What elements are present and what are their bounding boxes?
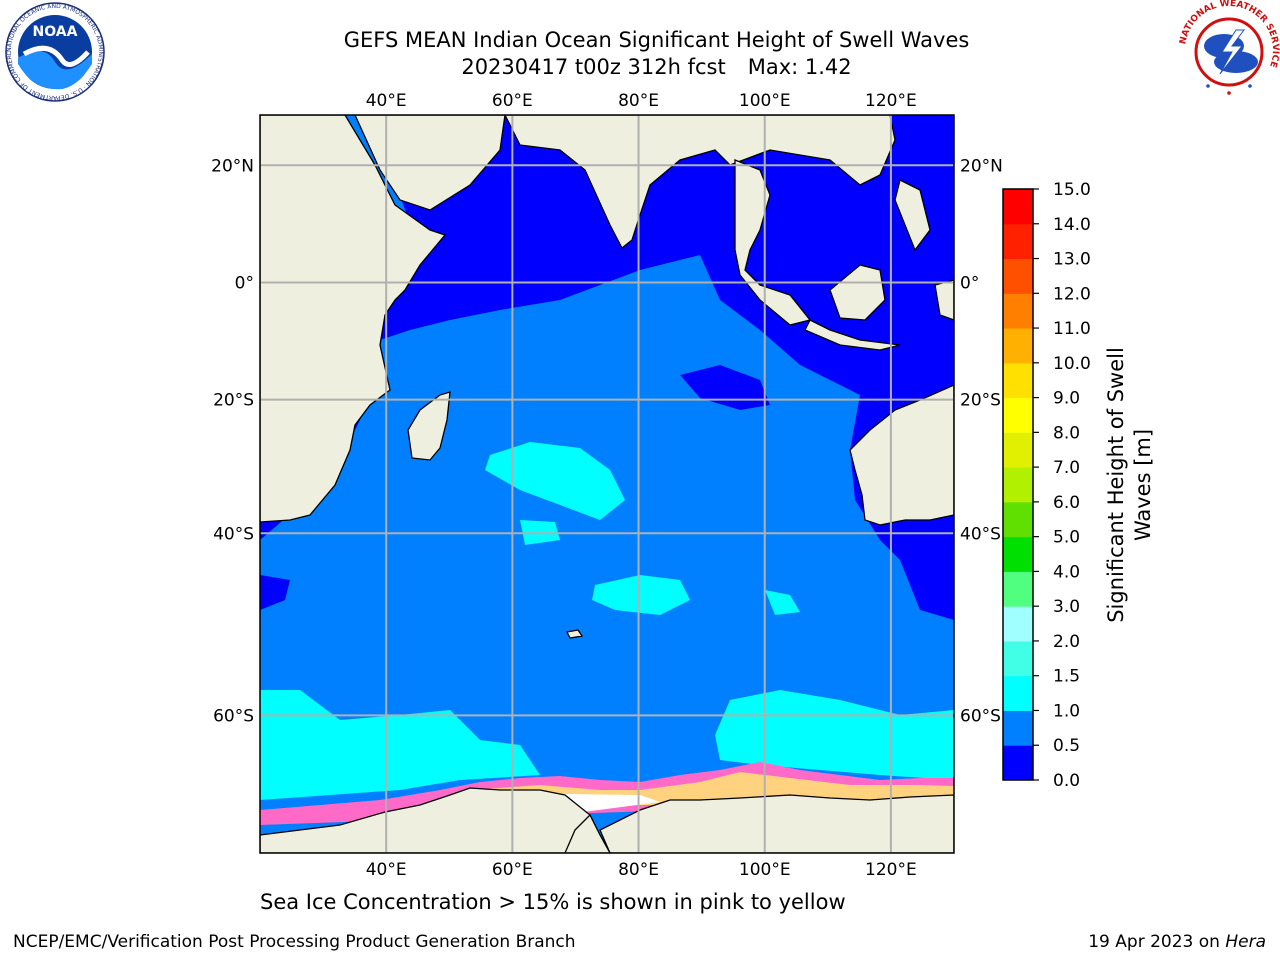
footer-date: 19 Apr 2023 on Hera — [1088, 932, 1266, 952]
colorbar-tick-label: 1.5 — [1053, 667, 1080, 687]
land-kerguelen — [566, 629, 584, 639]
colorbar-tick-label: 0.0 — [1053, 771, 1080, 791]
colorbar-tick-label: 15.0 — [1053, 180, 1091, 200]
colorbar-tick-label: 6.0 — [1053, 493, 1080, 513]
sea-ice-footnote: Sea Ice Concentration > 15% is shown in … — [260, 890, 846, 914]
land-philippines — [894, 179, 931, 252]
colorbar-segment — [1003, 293, 1033, 329]
forecast-run: 20230417 t00z 312h fcst — [461, 55, 726, 79]
colorbar-segment — [1003, 189, 1033, 225]
colorbar-tick-label: 8.0 — [1053, 423, 1080, 443]
left-lat-tick-label: 40°S — [213, 524, 254, 544]
colorbar-segment — [1003, 675, 1033, 711]
colorbar: 0.0 0.5 1.0 1.5 2.0 3.0 4.0 5.0 6.0 7.0 8.0 9.0 10.0… — [1002, 180, 1091, 791]
colorbar-tick-label: 10.0 — [1053, 354, 1091, 374]
colorbar-tick-label: 1.0 — [1053, 701, 1080, 721]
colorbar-tick-label: 5.0 — [1053, 528, 1080, 548]
colorbar-segment — [1003, 536, 1033, 572]
bottom-lon-tick-label: 80°E — [618, 860, 659, 880]
top-lon-tick-label: 40°E — [366, 91, 407, 111]
swell-low-patch-southwest — [260, 575, 290, 610]
colorbar-segment — [1003, 223, 1033, 260]
bottom-lon-tick-label: 40°E — [366, 860, 407, 880]
land-southeast-asia — [734, 159, 812, 326]
max-value: Max: 1.42 — [747, 55, 852, 79]
colorbar-tick-label: 4.0 — [1053, 562, 1080, 582]
noaa-logo-icon: NATIONAL OCEANIC AND ATMOSPHERIC ADMINIS… — [4, 2, 105, 102]
bottom-lon-tick-label: 100°E — [739, 860, 791, 880]
colorbar-tick-label: 12.0 — [1053, 284, 1091, 304]
right-lat-tick-label: 60°S — [960, 706, 1001, 726]
left-lat-tick-label: 20°S — [213, 391, 254, 411]
nws-logo-icon: NATIONAL WEATHER SERVICE — [1178, 0, 1280, 99]
right-lat-tick-label: 20°N — [960, 156, 1003, 176]
footer-machine: Hera — [1225, 932, 1266, 952]
colorbar-tick-label: 2.0 — [1053, 632, 1080, 652]
noaa-text: NOAA — [33, 24, 78, 40]
axis-tick-labels: 40°E 40°E 60°E 60°E 80°E 80°E 100°E 100°E 120°E 1… — [211, 91, 1003, 880]
colorbar-segment — [1003, 397, 1033, 433]
bottom-lon-tick-label: 60°E — [492, 860, 533, 880]
swell-mid-patch-1 — [485, 442, 625, 520]
colorbar-tick-label: 9.0 — [1053, 389, 1080, 409]
footer-date-text: 19 Apr 2023 on — [1088, 932, 1226, 952]
colorbar-segment — [1003, 467, 1033, 503]
bottom-lon-tick-label: 120°E — [865, 860, 917, 880]
right-lat-tick-label: 0° — [960, 273, 979, 293]
colorbar-tick-label: 0.5 — [1053, 736, 1080, 756]
land-madagascar — [407, 391, 451, 461]
top-lon-tick-label: 120°E — [865, 91, 917, 111]
colorbar-segment — [1003, 710, 1033, 746]
land-antarctica-amery — [564, 813, 611, 853]
left-lat-tick-label: 60°S — [213, 706, 254, 726]
chart-subtitle: 20230417 t00z 312h fcst Max: 1.42 — [200, 54, 1113, 80]
land-borneo — [829, 264, 886, 321]
top-lon-tick-label: 60°E — [492, 91, 533, 111]
colorbar-segment — [1003, 432, 1033, 468]
chart-title: GEFS MEAN Indian Ocean Significant Heigh… — [343, 28, 970, 52]
map-frame — [259, 114, 955, 854]
swell-mid-band-west — [260, 690, 540, 800]
colorbar-segment — [1003, 328, 1033, 364]
graticule — [260, 115, 954, 853]
swell-mid-band-east — [715, 690, 954, 780]
colorbar-tick-label: 11.0 — [1053, 319, 1091, 339]
land-africa — [260, 115, 447, 523]
land-australia — [849, 384, 954, 526]
colorbar-segment — [1003, 640, 1033, 677]
colorbar-segment — [1003, 501, 1033, 538]
colorbar-label-line1: Significant Height of Swell — [1104, 347, 1128, 623]
right-lat-tick-label: 40°S — [960, 524, 1001, 544]
colorbar-segment — [1003, 571, 1033, 607]
colorbar-segment — [1003, 362, 1033, 399]
land-india — [504, 115, 896, 250]
colorbar-tick-label: 14.0 — [1053, 215, 1091, 235]
colorbar-tick-label: 13.0 — [1053, 250, 1091, 270]
swell-mid-patch-3 — [592, 575, 690, 615]
right-lat-tick-label: 20°S — [960, 391, 1001, 411]
swell-mid-patch-4 — [765, 590, 800, 615]
top-lon-tick-label: 100°E — [739, 91, 791, 111]
colorbar-tick-label: 3.0 — [1053, 597, 1080, 617]
colorbar-label-line2: Waves [m] — [1131, 429, 1155, 541]
left-lat-tick-label: 20°N — [211, 156, 254, 176]
swell-low-region-north — [260, 115, 954, 540]
left-lat-tick-label: 0° — [235, 273, 254, 293]
colorbar-segment — [1003, 606, 1033, 642]
top-lon-tick-label: 80°E — [618, 91, 659, 111]
colorbar-segment — [1003, 745, 1033, 781]
land-arabia — [354, 115, 506, 211]
colorbar-tick-label: 7.0 — [1053, 458, 1080, 478]
footer-credit: NCEP/EMC/Verification Post Processing Pr… — [13, 932, 576, 952]
land-masses — [260, 115, 954, 853]
map-area — [260, 115, 954, 853]
colorbar-frame — [1002, 188, 1034, 781]
colorbar-segment — [1003, 258, 1033, 294]
